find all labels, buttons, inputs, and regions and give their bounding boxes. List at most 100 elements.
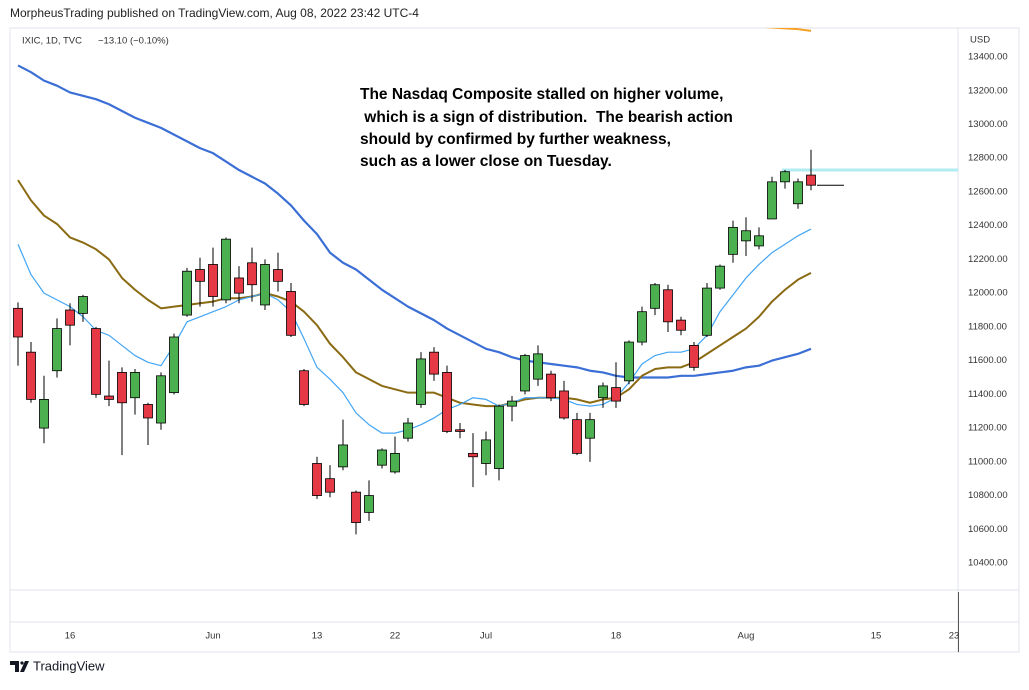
y-tick-label: 11400.00 bbox=[968, 389, 1007, 400]
y-tick-label: 10400.00 bbox=[968, 558, 1008, 569]
candle-body bbox=[260, 264, 270, 306]
candle-body bbox=[325, 478, 335, 493]
annotation: The Nasdaq Composite stalled on higher v… bbox=[360, 86, 723, 103]
candle-body bbox=[754, 235, 764, 247]
y-tick-label: 11200.00 bbox=[968, 423, 1007, 434]
candle-body bbox=[637, 311, 647, 343]
candle-body bbox=[26, 351, 36, 400]
candle-body bbox=[689, 345, 699, 368]
candle-body bbox=[507, 400, 517, 407]
candle-body bbox=[52, 328, 62, 372]
y-tick-label: 12400.00 bbox=[968, 220, 1008, 231]
candle-body bbox=[442, 372, 452, 432]
candle-body bbox=[494, 405, 504, 469]
candle-body bbox=[533, 353, 543, 380]
tradingview-logo bbox=[10, 661, 29, 672]
candle-body bbox=[468, 452, 478, 458]
candle-body bbox=[39, 399, 49, 429]
x-tick-label: 18 bbox=[611, 631, 622, 642]
footer: TradingView bbox=[33, 658, 105, 673]
y-tick-label: 12600.00 bbox=[968, 186, 1008, 197]
candle-body bbox=[559, 390, 569, 419]
header: MorpheusTrading published on TradingView… bbox=[10, 6, 419, 20]
candle-body bbox=[767, 181, 777, 220]
change: −13.10 (−0.10%) bbox=[98, 36, 169, 47]
candle-body bbox=[195, 269, 205, 282]
candle-body bbox=[585, 419, 595, 439]
candle-body bbox=[650, 284, 660, 309]
x-tick-label: Jul bbox=[480, 631, 492, 642]
candle-body bbox=[806, 174, 816, 186]
candle-body bbox=[390, 452, 400, 473]
moving-average bbox=[17, 228, 812, 434]
x-tick-label: 16 bbox=[65, 631, 76, 642]
y-tick-label: 12800.00 bbox=[968, 153, 1008, 164]
x-tick-label: 13 bbox=[312, 631, 323, 642]
candle-body bbox=[520, 355, 530, 392]
candle-body bbox=[416, 358, 426, 405]
x-tick-label: 15 bbox=[871, 631, 882, 642]
y-tick-label: 11600.00 bbox=[968, 355, 1007, 366]
annotation: which is a sign of distribution. The bea… bbox=[360, 109, 733, 126]
symbol: IXIC, 1D, TVC bbox=[22, 36, 82, 47]
candle-body bbox=[741, 230, 751, 242]
candle-body bbox=[728, 226, 738, 255]
y-tick-label: 10600.00 bbox=[968, 524, 1008, 535]
candle-body bbox=[429, 351, 439, 375]
candle-body bbox=[715, 265, 725, 289]
candle-body bbox=[130, 372, 140, 399]
candle-body bbox=[481, 439, 491, 464]
candle-body bbox=[351, 491, 361, 523]
candle-body bbox=[338, 444, 348, 468]
x-tick-label: 22 bbox=[390, 631, 401, 642]
candle-body bbox=[78, 296, 88, 314]
candle-body bbox=[663, 289, 673, 323]
candle-body bbox=[572, 419, 582, 454]
candle-body bbox=[182, 270, 192, 316]
frame bbox=[9, 27, 1020, 653]
candle-body bbox=[793, 181, 803, 205]
candle-body bbox=[546, 373, 556, 399]
candle-body bbox=[702, 287, 712, 336]
moving-average bbox=[764, 28, 812, 32]
candle-body bbox=[312, 463, 322, 496]
x-tick-label: 23 bbox=[949, 631, 960, 642]
candle-body bbox=[403, 422, 413, 439]
candle-body bbox=[65, 309, 75, 326]
candle-body bbox=[234, 277, 244, 294]
y-tick-label: 10800.00 bbox=[968, 490, 1008, 501]
candle-body bbox=[91, 328, 101, 395]
y-tick-label: 11000.00 bbox=[968, 456, 1007, 467]
candle-body bbox=[117, 372, 127, 404]
candle-body bbox=[208, 264, 218, 297]
candle-body bbox=[169, 336, 179, 394]
candle-body bbox=[273, 269, 283, 282]
candle-body bbox=[598, 385, 608, 399]
candle-body bbox=[13, 307, 23, 338]
candle-body bbox=[780, 171, 790, 183]
candle-body bbox=[455, 429, 465, 432]
candle-body bbox=[143, 404, 153, 419]
candle-body bbox=[247, 262, 257, 286]
candle-body bbox=[611, 387, 621, 402]
y-tick-label: 13200.00 bbox=[968, 85, 1008, 96]
y-tick-label: 12200.00 bbox=[968, 254, 1008, 265]
candle-body bbox=[624, 341, 634, 382]
candle-body bbox=[156, 375, 166, 424]
y-tick-label: 11800.00 bbox=[968, 321, 1007, 332]
moving-average bbox=[17, 179, 812, 408]
candle-body bbox=[676, 319, 686, 331]
y-tick-label: 13400.00 bbox=[968, 52, 1008, 63]
candle-body bbox=[377, 449, 387, 466]
moving-average bbox=[17, 64, 812, 379]
currency: USD bbox=[970, 35, 990, 46]
candle-body bbox=[299, 370, 309, 405]
plot bbox=[13, 28, 958, 535]
y-tick-label: 13000.00 bbox=[968, 119, 1008, 130]
candle-body bbox=[104, 395, 114, 400]
x-tick-label: Aug bbox=[738, 631, 755, 642]
y-tick-label: 12000.00 bbox=[968, 288, 1008, 299]
candle-body bbox=[286, 291, 296, 336]
